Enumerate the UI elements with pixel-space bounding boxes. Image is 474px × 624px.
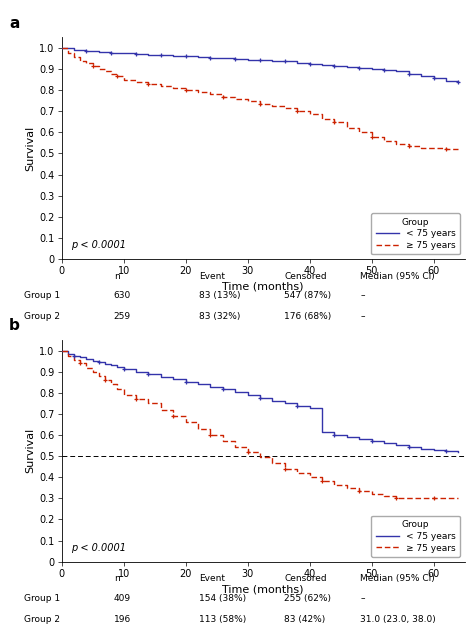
Text: Group 2: Group 2	[24, 313, 60, 321]
Text: –: –	[360, 594, 365, 603]
Text: 113 (58%): 113 (58%)	[199, 615, 246, 624]
Text: b: b	[9, 318, 20, 333]
Text: 83 (13%): 83 (13%)	[199, 291, 241, 300]
Text: 259: 259	[114, 313, 131, 321]
Text: p < 0.0001: p < 0.0001	[71, 543, 126, 553]
Text: Event: Event	[199, 574, 225, 583]
Text: 176 (68%): 176 (68%)	[284, 313, 332, 321]
Text: 196: 196	[114, 615, 131, 624]
Y-axis label: Survival: Survival	[25, 428, 35, 474]
Text: 630: 630	[114, 291, 131, 300]
Text: Censored: Censored	[284, 574, 327, 583]
Text: n: n	[114, 574, 119, 583]
Text: –: –	[360, 291, 365, 300]
Text: 255 (62%): 255 (62%)	[284, 594, 331, 603]
Text: Censored: Censored	[284, 271, 327, 281]
Text: 83 (32%): 83 (32%)	[199, 313, 240, 321]
Text: 409: 409	[114, 594, 131, 603]
Legend: < 75 years, ≥ 75 years: < 75 years, ≥ 75 years	[372, 515, 460, 557]
Text: –: –	[360, 313, 365, 321]
Text: 31.0 (23.0, 38.0): 31.0 (23.0, 38.0)	[360, 615, 436, 624]
X-axis label: Time (months): Time (months)	[222, 584, 304, 594]
Text: p < 0.0001: p < 0.0001	[71, 240, 126, 250]
Text: Group 1: Group 1	[24, 291, 60, 300]
Text: 83 (42%): 83 (42%)	[284, 615, 326, 624]
Y-axis label: Survival: Survival	[25, 125, 35, 171]
Text: n: n	[114, 271, 119, 281]
Text: Median (95% CI): Median (95% CI)	[360, 574, 435, 583]
Text: a: a	[9, 16, 19, 31]
Text: Group 2: Group 2	[24, 615, 60, 624]
X-axis label: Time (months): Time (months)	[222, 281, 304, 291]
Text: Group 1: Group 1	[24, 594, 60, 603]
Legend: < 75 years, ≥ 75 years: < 75 years, ≥ 75 years	[372, 213, 460, 255]
Text: Median (95% CI): Median (95% CI)	[360, 271, 435, 281]
Text: 154 (38%): 154 (38%)	[199, 594, 246, 603]
Text: 547 (87%): 547 (87%)	[284, 291, 331, 300]
Text: Event: Event	[199, 271, 225, 281]
